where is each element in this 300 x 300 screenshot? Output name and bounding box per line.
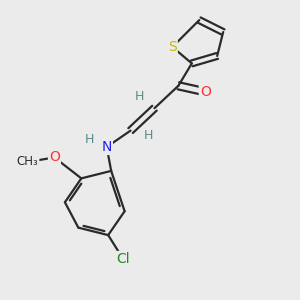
Text: O: O	[49, 151, 60, 164]
Text: N: N	[101, 140, 112, 154]
Text: S: S	[168, 40, 177, 54]
Text: Cl: Cl	[116, 252, 130, 266]
Text: H: H	[144, 130, 153, 142]
Text: CH₃: CH₃	[17, 155, 38, 168]
Text: O: O	[200, 85, 211, 99]
Text: H: H	[85, 133, 94, 146]
Text: H: H	[134, 90, 144, 103]
